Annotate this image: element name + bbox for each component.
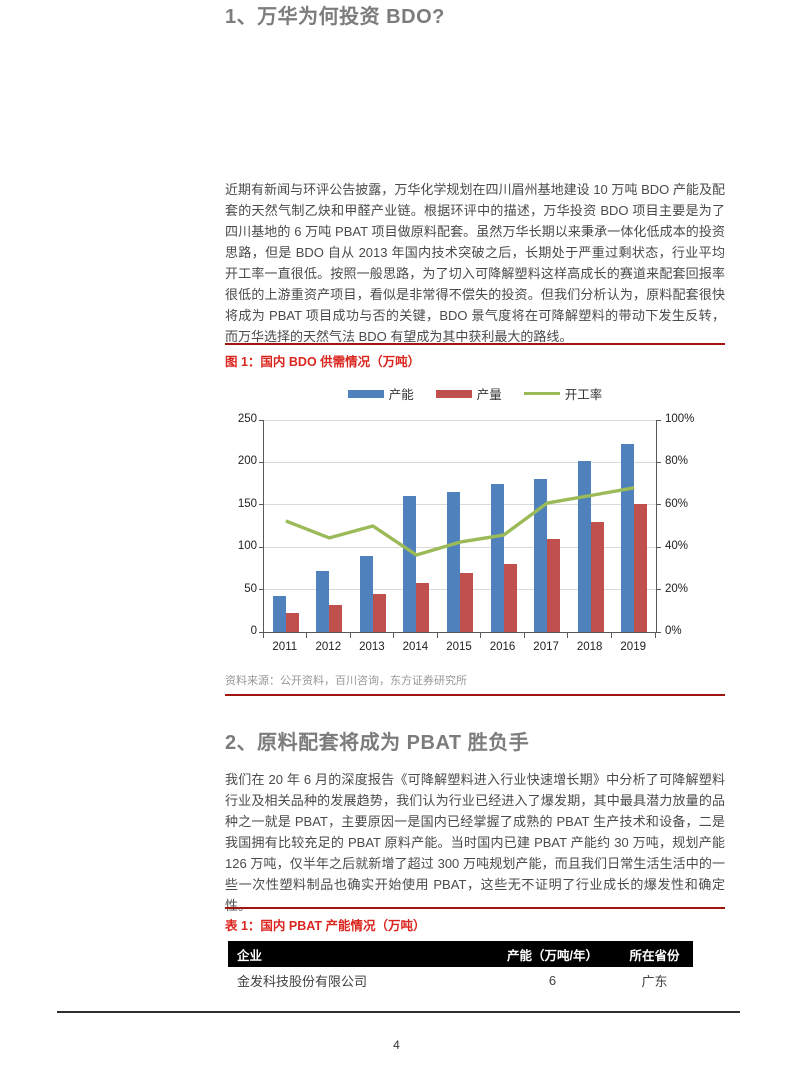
figure-1-caption: 图 1：国内 BDO 供需情况（万吨）	[225, 355, 421, 369]
right-axis-tick	[657, 461, 661, 463]
table-1-top-rule	[225, 907, 725, 909]
left-axis-tick	[259, 419, 263, 421]
right-axis-label: 60%	[665, 497, 689, 510]
x-axis-label: 2013	[359, 641, 385, 653]
x-axis-tick	[393, 633, 395, 638]
x-axis-tick	[349, 633, 351, 638]
legend-label-operating-rate: 开工率	[564, 388, 603, 402]
x-axis-label: 2017	[533, 641, 559, 653]
figure-1-source: 资料来源：公开资料，百川咨询，东方证券研究所	[225, 675, 467, 687]
production-bar	[372, 593, 386, 632]
x-axis-label: 2012	[315, 641, 342, 653]
table-header-row: 企业 产能（万吨/年） 所在省份	[228, 941, 693, 967]
footer-divider	[57, 1011, 740, 1013]
x-axis-tick	[306, 633, 308, 638]
x-axis-label: 2011	[272, 641, 298, 653]
x-axis-label: 2016	[489, 641, 516, 653]
production-bar	[285, 613, 299, 632]
capacity-swatch-icon	[347, 389, 384, 398]
left-axis-label: 50	[244, 582, 257, 595]
page-number: 4	[393, 1038, 400, 1052]
right-axis-tick	[657, 546, 661, 548]
figure-1-bottom-rule	[225, 694, 725, 696]
cell-province: 广东	[641, 973, 668, 989]
chart-gridline	[264, 504, 656, 506]
production-bar	[547, 538, 561, 632]
left-axis-tick	[259, 461, 263, 463]
left-axis-label: 0	[250, 625, 257, 637]
right-axis-tick	[657, 504, 661, 506]
section-2-heading: 2、原料配套将成为 PBAT 胜负手	[225, 732, 530, 754]
right-axis-tick	[657, 419, 661, 421]
left-axis-label: 100	[237, 540, 257, 553]
production-swatch-icon	[435, 389, 472, 398]
chart-gridline	[264, 419, 656, 421]
legend-item-production: 产量	[435, 384, 502, 403]
x-axis-tick	[567, 633, 569, 638]
production-bar	[329, 604, 343, 632]
x-axis-label: 2014	[402, 641, 429, 653]
right-axis-label: 0%	[665, 625, 682, 637]
pbat-capacity-table: 企业 产能（万吨/年） 所在省份 金发科技股份有限公司 6 广东	[228, 941, 693, 993]
figure-1-top-rule	[225, 343, 725, 345]
capacity-bar	[272, 596, 286, 632]
x-axis-label: 2015	[446, 641, 472, 653]
x-axis-label: 2019	[620, 641, 646, 653]
x-axis-tick	[480, 633, 482, 638]
left-axis-tick	[259, 546, 263, 548]
right-axis-tick	[657, 589, 661, 591]
cell-capacity: 6	[548, 972, 557, 988]
section-1-heading: 1、万华为何投资 BDO?	[225, 6, 445, 28]
left-axis-label: 150	[237, 497, 257, 510]
chart-legend: 产能 产量 开工率	[225, 384, 725, 403]
left-axis-label: 250	[237, 413, 257, 425]
section-1-paragraph: 近期有新闻与环评公告披露，万华化学规划在四川眉州基地建设 10 万吨 BDO 产…	[225, 182, 725, 344]
chart-gridline	[264, 461, 656, 463]
x-axis-tick	[262, 633, 264, 638]
capacity-bar	[403, 496, 417, 632]
legend-item-operating-rate: 开工率	[523, 384, 603, 403]
left-axis-label: 200	[237, 455, 257, 468]
operating-rate-swatch-icon	[523, 391, 560, 396]
col-header-province: 所在省份	[616, 941, 693, 967]
production-bar	[590, 521, 604, 632]
production-bar	[416, 582, 430, 632]
x-axis-tick	[654, 633, 656, 638]
right-axis-label: 40%	[665, 540, 689, 553]
capacity-bar	[534, 478, 548, 632]
left-axis-tick	[259, 631, 263, 633]
capacity-bar	[621, 443, 635, 632]
legend-item-capacity: 产能	[347, 384, 414, 403]
left-axis-tick	[259, 589, 263, 591]
chart-plot-area	[263, 419, 657, 633]
legend-label-capacity: 产能	[388, 388, 414, 402]
col-header-capacity: 产能（万吨/年）	[489, 941, 616, 967]
x-axis-tick	[610, 633, 612, 638]
x-axis-tick	[523, 633, 525, 638]
capacity-bar	[316, 570, 330, 632]
x-axis-label: 2018	[576, 641, 603, 653]
right-axis-label: 20%	[665, 582, 689, 595]
table-1-caption: 表 1：国内 PBAT 产能情况（万吨）	[225, 919, 426, 933]
capacity-bar	[490, 483, 504, 632]
left-axis-tick	[259, 504, 263, 506]
section-2-paragraph: 我们在 20 年 6 月的深度报告《可降解塑料进入行业快速增长期》中分析了可降解…	[225, 772, 725, 913]
content-column: 1、万华为何投资 BDO? 近期有新闻与环评公告披露，万华化学规划在四川眉州基地…	[225, 0, 725, 1077]
right-axis-label: 80%	[665, 455, 689, 468]
table-row: 金发科技股份有限公司 6 广东	[228, 967, 693, 993]
production-bar	[503, 564, 517, 632]
col-header-company: 企业	[228, 941, 489, 967]
production-bar	[634, 503, 648, 632]
legend-label-production: 产量	[476, 388, 502, 402]
cell-company: 金发科技股份有限公司	[237, 973, 368, 989]
capacity-bar	[577, 460, 591, 632]
capacity-bar	[359, 555, 373, 632]
production-bar	[460, 572, 473, 632]
bdo-supply-demand-chart: 0 0% 50 20% 100 40% 150 60% 200 80% 250 100% 2011 201…	[225, 413, 725, 665]
right-axis-label: 100%	[665, 413, 695, 425]
right-axis-tick	[657, 631, 661, 633]
x-axis-tick	[436, 633, 438, 638]
capacity-bar	[447, 492, 460, 632]
